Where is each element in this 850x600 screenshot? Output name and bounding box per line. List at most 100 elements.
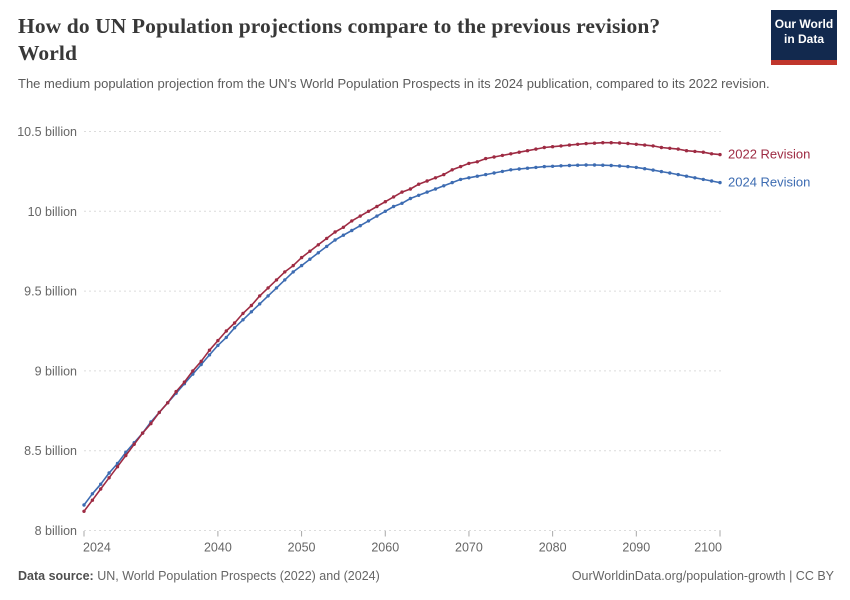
data-point-2022-revision — [241, 311, 245, 316]
data-point-2022-revision — [274, 278, 279, 282]
data-point-2022-revision — [308, 249, 312, 253]
data-point-2024-revision — [442, 184, 446, 188]
data-point-2024-revision — [576, 163, 580, 167]
data-point-2022-revision — [617, 141, 622, 145]
data-point-2022-revision — [140, 431, 145, 435]
x-axis-tick-label: 2070 — [455, 541, 483, 555]
data-point-2024-revision — [550, 164, 555, 168]
data-point-2022-revision — [383, 200, 387, 204]
data-point-2024-revision — [249, 310, 254, 314]
data-point-2022-revision — [417, 182, 421, 186]
data-point-2022-revision — [450, 168, 454, 172]
data-point-2022-revision — [718, 152, 722, 157]
data-point-2022-revision — [601, 141, 605, 145]
data-point-2024-revision — [458, 177, 463, 182]
data-point-2022-revision — [534, 147, 538, 151]
data-point-2022-revision — [467, 161, 471, 166]
data-point-2024-revision — [99, 482, 103, 486]
data-point-2022-revision — [433, 176, 438, 180]
data-point-2022-revision — [550, 145, 555, 149]
data-point-2022-revision — [124, 453, 128, 458]
chart-title-entity: World — [18, 41, 78, 65]
data-point-2024-revision — [241, 318, 245, 322]
data-point-2024-revision — [350, 228, 354, 233]
data-point-2022-revision — [224, 329, 228, 333]
owid-logo[interactable]: Our World in Data — [771, 10, 837, 65]
data-point-2024-revision — [643, 167, 647, 171]
data-point-2022-revision — [299, 255, 304, 260]
y-axis-tick-label: 10 billion — [28, 205, 77, 219]
series-line-2022-revision — [83, 141, 721, 512]
series-label-2024-revision[interactable]: 2024 Revision — [728, 175, 810, 190]
owid-logo-line2: in Data — [783, 32, 824, 46]
data-point-2024-revision — [375, 214, 379, 218]
data-point-2024-revision — [425, 190, 429, 194]
data-point-2022-revision — [576, 142, 580, 146]
data-point-2022-revision — [634, 142, 638, 146]
data-point-2022-revision — [517, 150, 521, 154]
data-point-2024-revision — [559, 164, 563, 168]
data-point-2022-revision — [99, 487, 103, 491]
data-point-2022-revision — [500, 153, 505, 158]
data-source-label: Data source: — [18, 569, 94, 583]
data-point-2022-revision — [341, 225, 346, 229]
data-point-2024-revision — [325, 244, 329, 249]
data-point-2022-revision — [693, 149, 697, 154]
data-point-2024-revision — [258, 302, 262, 306]
data-point-2024-revision — [626, 164, 630, 169]
data-point-2022-revision — [174, 389, 178, 394]
series-label-2022-revision[interactable]: 2022 Revision — [728, 147, 810, 162]
data-point-2024-revision — [693, 176, 697, 180]
data-point-2024-revision — [408, 196, 413, 201]
data-point-2024-revision — [509, 168, 513, 172]
data-point-2022-revision — [366, 209, 371, 213]
data-point-2022-revision — [559, 144, 563, 148]
y-axis-tick-label: 8.5 billion — [24, 444, 77, 458]
data-point-2022-revision — [375, 204, 379, 209]
data-point-2024-revision — [341, 233, 346, 237]
x-axis-tick-label: 2080 — [539, 541, 567, 555]
data-point-2024-revision — [517, 167, 521, 171]
data-point-2022-revision — [325, 236, 329, 241]
data-point-2022-revision — [592, 141, 597, 145]
data-point-2022-revision — [149, 421, 153, 426]
data-point-2024-revision — [224, 335, 228, 340]
data-point-2022-revision — [132, 442, 136, 446]
data-point-2024-revision — [299, 263, 304, 268]
data-source-note: Data source: UN, World Population Prospe… — [18, 569, 380, 583]
data-point-2022-revision — [668, 146, 672, 150]
data-point-2024-revision — [500, 169, 505, 174]
data-point-2024-revision — [676, 172, 680, 177]
data-point-2022-revision — [166, 401, 170, 405]
data-point-2022-revision — [509, 152, 513, 156]
data-point-2024-revision — [584, 163, 588, 167]
x-axis-tick-label: 2060 — [371, 541, 399, 555]
data-point-2022-revision — [400, 190, 404, 194]
data-point-2024-revision — [484, 172, 488, 177]
data-point-2024-revision — [358, 224, 362, 228]
data-point-2024-revision — [266, 294, 270, 298]
license-link[interactable]: OurWorldinData.org/population-growth | C… — [571, 569, 834, 583]
data-point-2024-revision — [567, 163, 572, 168]
data-point-2022-revision — [157, 410, 161, 415]
data-point-2024-revision — [467, 176, 471, 180]
data-point-2022-revision — [283, 270, 287, 274]
data-point-2024-revision — [283, 278, 287, 282]
data-point-2022-revision — [232, 321, 237, 325]
data-point-2022-revision — [191, 369, 195, 373]
data-point-2022-revision — [199, 359, 203, 363]
chart-title-question: How do UN Population projections compare… — [18, 14, 661, 38]
data-point-2024-revision — [274, 286, 279, 290]
data-point-2024-revision — [709, 179, 714, 183]
y-axis-tick-label: 9 billion — [35, 364, 77, 378]
y-axis-tick-label: 9.5 billion — [24, 285, 77, 299]
data-point-2022-revision — [333, 230, 337, 234]
data-point-2022-revision — [709, 152, 714, 156]
data-point-2024-revision — [450, 180, 454, 185]
data-point-2024-revision — [232, 326, 237, 330]
y-axis-tick-label: 10.5 billion — [17, 125, 77, 139]
data-point-2022-revision — [182, 380, 187, 384]
chart-subtitle: The medium population projection from th… — [18, 76, 770, 91]
data-point-2024-revision — [333, 238, 337, 242]
